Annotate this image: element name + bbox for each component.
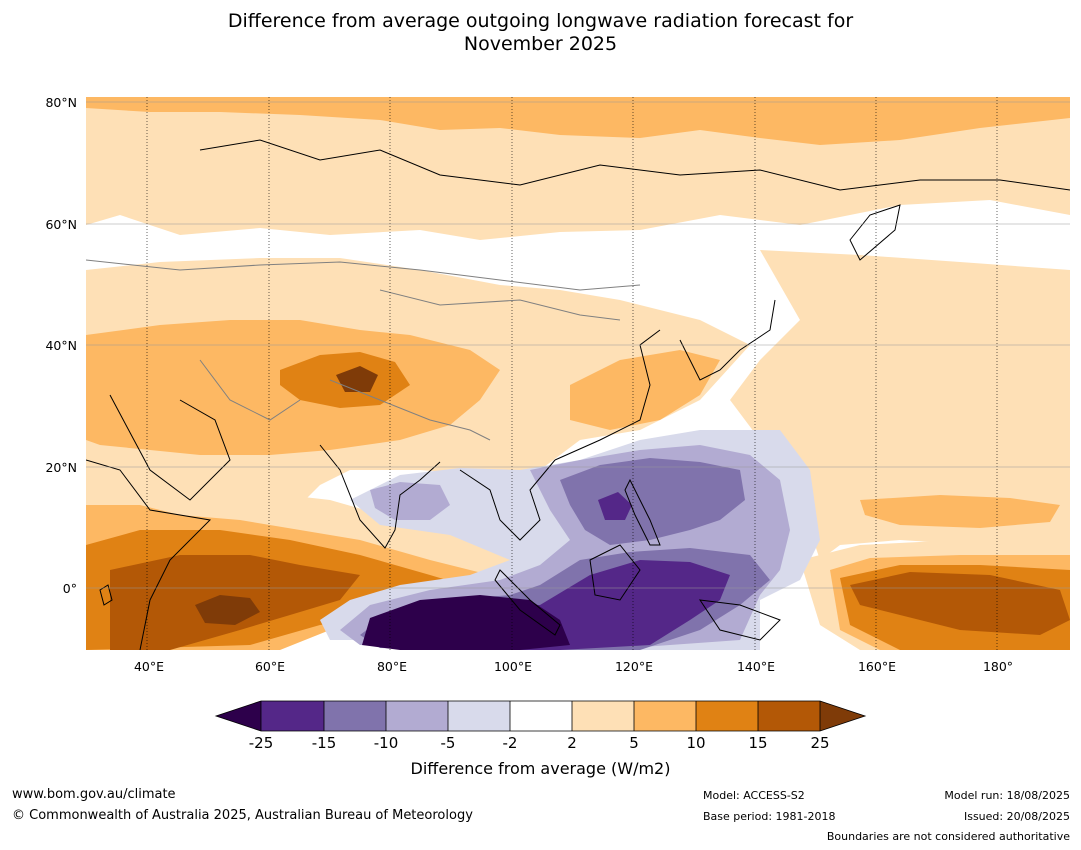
base-period: Base period: 1981-2018	[703, 810, 836, 823]
lat-label-0: 0°	[63, 581, 77, 596]
anomaly-region-north-pacific	[730, 250, 1070, 560]
coastline-madagascar	[99, 584, 113, 606]
anomaly-field	[86, 97, 1070, 650]
coastline-philippines	[624, 478, 661, 546]
coastline-africa-east	[86, 459, 212, 650]
longitude-gridlines	[146, 97, 998, 650]
coastline-borneo	[589, 544, 641, 601]
lon-label-60e: 60°E	[255, 659, 285, 674]
colorbar-label: Difference from average (W/m2)	[410, 759, 671, 778]
coastline-kamchatka	[849, 204, 901, 261]
lat-label-80n: 80°N	[45, 95, 77, 110]
boundary-himalaya	[329, 379, 491, 441]
coastline-indochina	[459, 459, 556, 541]
colorbar-tick-2: 2	[567, 734, 577, 752]
boundaries	[86, 259, 641, 441]
chart-title: Difference from average outgoing longwav…	[0, 10, 1081, 56]
colorbar-bin-7	[634, 701, 696, 731]
colorbar-bin-1	[261, 701, 324, 731]
colorbar-tick-25: 25	[810, 734, 829, 752]
lat-label-60n: 60°N	[45, 217, 77, 232]
title-line-2: November 2025	[463, 33, 618, 55]
latitude-labels: 80°N 60°N 40°N 20°N 0°	[45, 95, 77, 596]
colorbar-bin-6	[572, 701, 634, 731]
coastline-new-guinea	[698, 599, 781, 641]
colorbar-dividers	[260, 701, 821, 731]
model-info: Model: ACCESS-S2	[703, 789, 805, 802]
boundary-iran	[199, 359, 301, 421]
colorbar-bin-9	[758, 701, 820, 731]
copyright-notice: © Commonwealth of Australia 2025, Austra…	[12, 808, 473, 823]
coastline-arabia	[109, 394, 231, 501]
lon-label-120e: 120°E	[615, 659, 653, 674]
latitude-gridlines	[86, 101, 1070, 589]
model-run: Model run: 18/08/2025	[944, 789, 1070, 802]
boundary-china-mongolia	[379, 289, 621, 321]
colorbar-extend-max	[820, 701, 865, 731]
colorbar-tick-minus15: -15	[312, 734, 337, 752]
colorbar-tick-10: 10	[686, 734, 705, 752]
title-line-1: Difference from average outgoing longwav…	[227, 10, 854, 32]
colorbar-tick-minus25: -25	[249, 734, 274, 752]
anomaly-region-northwest-pacific	[860, 495, 1060, 528]
colorbar-bin-5	[510, 701, 572, 731]
issued-date: Issued: 20/08/2025	[963, 810, 1070, 823]
colorbar-tick-15: 15	[748, 734, 767, 752]
anomaly-region-bay-of-bengal	[370, 482, 450, 520]
colorbar-tick-minus10: -10	[374, 734, 399, 752]
lon-label-180: 180°	[983, 659, 1013, 674]
colorbar: -25 -15 -10 -5 -2 2 5 10 15 25	[214, 700, 867, 752]
lon-label-100e: 100°E	[494, 659, 532, 674]
lon-label-160e: 160°E	[858, 659, 896, 674]
boundary-russia-south	[86, 259, 641, 291]
coastline-china-east	[554, 329, 661, 461]
lon-label-140e: 140°E	[737, 659, 775, 674]
anomaly-region-china	[570, 350, 720, 430]
lon-label-40e: 40°E	[134, 659, 164, 674]
coastlines	[86, 139, 1070, 650]
anomaly-region-extreme-west	[195, 595, 260, 625]
lat-label-20n: 20°N	[45, 460, 77, 475]
colorbar-extend-min	[216, 701, 261, 731]
colorbar-tick-minus5: -5	[441, 734, 456, 752]
lon-label-80e: 80°E	[377, 659, 407, 674]
colorbar-bin-8	[696, 701, 758, 731]
website-link[interactable]: www.bom.gov.au/climate	[12, 787, 176, 802]
anomaly-region-southeast-indian-ocean	[362, 595, 570, 650]
coastline-arctic	[199, 139, 1070, 191]
colorbar-bin-4	[448, 701, 510, 731]
anomaly-region-philippine-sea	[560, 458, 745, 545]
colorbar-tick-5: 5	[629, 734, 639, 752]
longitude-labels: 40°E 60°E 80°E 100°E 120°E 140°E 160°E 1…	[134, 659, 1013, 674]
coastline-sumatra	[494, 569, 561, 636]
anomaly-region-philippines-core	[598, 492, 632, 520]
colorbar-tick-minus2: -2	[503, 734, 518, 752]
anomaly-region-siberia	[86, 97, 1070, 145]
colorbar-bin-3	[386, 701, 448, 731]
boundaries-disclaimer: Boundaries are not considered authoritat…	[826, 830, 1070, 843]
lat-label-40n: 40°N	[45, 338, 77, 353]
colorbar-tick-labels: -25 -15 -10 -5 -2 2 5 10 15 25	[249, 734, 830, 752]
anomaly-region-extreme-tibet	[336, 366, 378, 392]
colorbar-bin-2	[324, 701, 386, 731]
coastline-korea-japan	[679, 299, 776, 381]
